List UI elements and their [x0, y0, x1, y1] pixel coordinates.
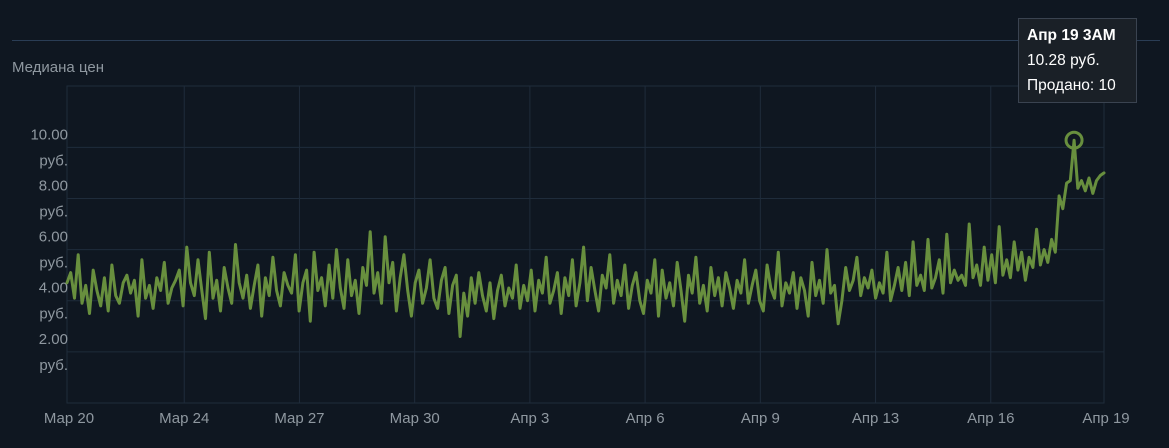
- y-tick-label: 4.00: [39, 280, 68, 297]
- top-divider: [12, 40, 1160, 41]
- x-tick-label: Апр 16: [967, 410, 1014, 427]
- x-tick-label: Мар 20: [44, 410, 94, 427]
- price-series-line: [65, 138, 1106, 338]
- y-axis-title: Медиана цен: [12, 59, 104, 76]
- x-tick-label: Апр 9: [741, 410, 780, 427]
- x-tick-label: Мар 27: [274, 410, 324, 427]
- y-tick-label: 2.00: [39, 331, 68, 348]
- y-tick-unit: руб.: [39, 306, 68, 323]
- x-tick-label: Апр 3: [510, 410, 549, 427]
- plot-frame: [66, 85, 1105, 404]
- x-tick-label: Мар 24: [159, 410, 209, 427]
- tooltip-sold: Продано: 10: [1027, 77, 1116, 94]
- x-tick-label: Мар 30: [390, 410, 440, 427]
- hovered-point-marker: [1064, 130, 1084, 150]
- tooltip-date: Апр 19 3AM: [1027, 27, 1116, 44]
- y-tick-label: 6.00: [39, 229, 68, 246]
- tooltip-price: 10.28 руб.: [1027, 52, 1100, 69]
- y-tick-unit: руб.: [39, 152, 68, 169]
- x-tick-label: Апр 19: [1082, 410, 1129, 427]
- x-axis-ticks: Мар 20 Мар 24 Мар 27 Мар 30 Апр 3 Апр 6 Апр 9 А…: [44, 410, 1130, 427]
- y-axis-ticks: 2.00 руб. 4.00 руб. 6.00 руб. 8.00 руб. 10.00 руб…: [30, 126, 68, 374]
- x-tick-label: Апр 13: [852, 410, 899, 427]
- y-tick-unit: руб.: [39, 357, 68, 374]
- y-tick-unit: руб.: [39, 203, 68, 220]
- price-tooltip: Апр 19 3AM 10.28 руб. Продано: 10: [1018, 18, 1137, 103]
- y-tick-label: 8.00: [39, 177, 68, 194]
- x-tick-label: Апр 6: [626, 410, 665, 427]
- y-tick-label: 10.00: [30, 126, 68, 143]
- grid: [66, 85, 1105, 404]
- y-tick-unit: руб.: [39, 255, 68, 272]
